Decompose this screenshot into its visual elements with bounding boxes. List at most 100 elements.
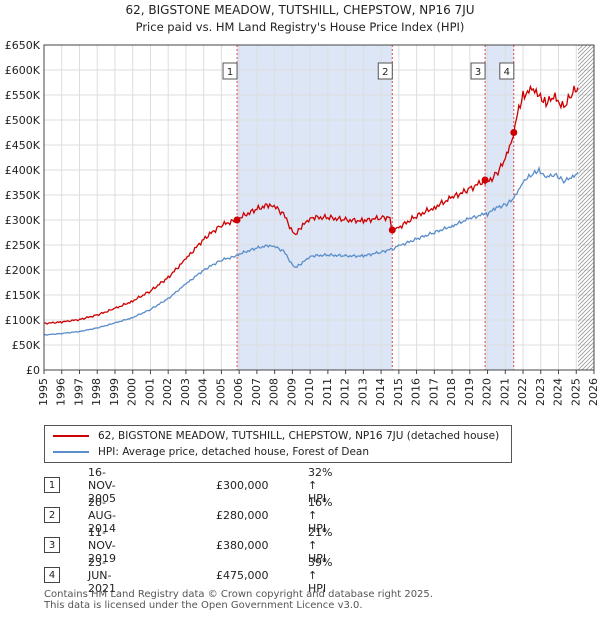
- y-tick-label: £650K: [5, 39, 41, 52]
- x-tick-label: 2004: [197, 378, 210, 406]
- y-tick-label: £400K: [5, 164, 41, 177]
- sale-label-text: 2: [382, 67, 388, 78]
- legend-swatch-hpi: [53, 451, 89, 453]
- x-tick-label: 2013: [356, 378, 369, 406]
- transaction-number: 4: [44, 567, 60, 583]
- transaction-hpi: 21% ↑ HPI: [308, 525, 333, 565]
- x-tick-label: 2015: [392, 378, 405, 406]
- transaction-row-3: 3 11-NOV-2019 £380,000 21% ↑ HPI: [0, 526, 332, 565]
- transaction-date: 23-JUN-2021: [88, 555, 116, 595]
- shaded-period-1: [237, 45, 393, 370]
- sale-label-text: 4: [504, 67, 510, 78]
- y-tick-label: £450K: [5, 139, 41, 152]
- x-tick-label: 1999: [108, 378, 121, 406]
- x-tick-label: 2006: [232, 378, 245, 406]
- y-tick-label: £200K: [5, 264, 41, 277]
- transaction-number: 2: [44, 507, 60, 523]
- y-tick-label: £600K: [5, 64, 41, 77]
- series-line-property: [43, 84, 579, 325]
- y-tick-label: £150K: [5, 289, 41, 302]
- transaction-date: 16-NOV-2005: [88, 465, 116, 505]
- x-tick-label: 2016: [410, 378, 423, 406]
- y-tick-label: £100K: [5, 314, 41, 327]
- transaction-number: 3: [44, 537, 60, 553]
- transaction-price: £280,000: [216, 508, 269, 522]
- transaction-row-4: 4 23-JUN-2021 £475,000 39% ↑ HPI: [0, 556, 332, 595]
- transaction-price: £475,000: [216, 568, 269, 582]
- x-tick-label: 2000: [126, 378, 139, 406]
- x-tick-label: 2007: [250, 378, 263, 406]
- x-tick-label: 2005: [214, 378, 227, 406]
- transaction-price: £380,000: [216, 538, 269, 552]
- legend-item-property: 62, BIGSTONE MEADOW, TUTSHILL, CHEPSTOW,…: [53, 428, 499, 444]
- transaction-hpi: 32% ↑ HPI: [308, 465, 333, 505]
- transaction-hpi: 39% ↑ HPI: [308, 555, 333, 595]
- sale-point-2: [388, 226, 396, 234]
- y-tick-label: £250K: [5, 239, 41, 252]
- plot-frame: [43, 44, 595, 371]
- x-tick-label: 2012: [339, 378, 352, 406]
- chart-title: 62, BIGSTONE MEADOW, TUTSHILL, CHEPSTOW,…: [125, 3, 475, 17]
- chart-subtitle: Price paid vs. HM Land Registry's House …: [135, 20, 465, 34]
- x-tick-label: 2009: [285, 378, 298, 406]
- legend-label-hpi: HPI: Average price, detached house, Fore…: [98, 446, 370, 458]
- x-tick-label: 1997: [72, 378, 85, 406]
- x-tick-label: 2021: [498, 378, 511, 406]
- x-tick-label: 2010: [303, 378, 316, 406]
- legend-item-hpi: HPI: Average price, detached house, Fore…: [53, 444, 369, 460]
- sale-label-box-2: 2: [377, 62, 393, 80]
- x-tick-label: 2023: [534, 378, 547, 406]
- chart-legend: 62, BIGSTONE MEADOW, TUTSHILL, CHEPSTOW,…: [44, 425, 512, 463]
- sale-label-frame: [222, 62, 238, 80]
- transaction-hpi: 16% ↑ HPI: [308, 495, 333, 535]
- x-tick-label: 2019: [463, 378, 476, 406]
- transaction-price: £300,000: [216, 478, 269, 492]
- x-tick-label: 1996: [55, 378, 68, 406]
- sale-label-text: 1: [227, 67, 233, 78]
- x-tick-label: 2014: [374, 378, 387, 406]
- y-tick-label: £350K: [5, 189, 41, 202]
- transaction-date: 20-AUG-2014: [88, 495, 117, 535]
- y-tick-label: £0: [26, 364, 40, 377]
- x-tick-label: 2008: [268, 378, 281, 406]
- sale-label-frame: [499, 62, 515, 80]
- sale-label-text: 3: [475, 67, 481, 78]
- series-line-hpi: [43, 165, 579, 336]
- x-tick-label: 2002: [161, 378, 174, 406]
- y-tick-label: £300K: [5, 214, 41, 227]
- x-tick-label: 2017: [427, 378, 440, 406]
- transaction-number: 1: [44, 477, 60, 493]
- shaded-period-2: [485, 45, 514, 370]
- x-tick-label: 2022: [516, 378, 529, 406]
- x-tick-label: 1998: [90, 378, 103, 406]
- legend-label-property: 62, BIGSTONE MEADOW, TUTSHILL, CHEPSTOW,…: [98, 430, 500, 442]
- x-tick-label: 2025: [569, 378, 582, 406]
- x-tick-label: 2024: [552, 378, 565, 406]
- sale-label-box-3: 3: [470, 62, 486, 80]
- y-tick-label: £550K: [5, 89, 41, 102]
- y-tick-label: £50K: [12, 339, 41, 352]
- price-chart: 1 2 3 4 £0 £50K £100K £150K £200K £250K £300K £350…: [5, 39, 600, 406]
- sale-point-4: [510, 129, 518, 136]
- forecast-hatch: [578, 45, 594, 370]
- legend-swatch-property: [53, 435, 89, 437]
- x-tick-label: 2020: [481, 378, 494, 406]
- sale-point-1: [233, 216, 241, 224]
- x-tick-label: 2011: [321, 378, 334, 406]
- x-tick-label: 2001: [143, 378, 156, 406]
- sale-label-box-1: 1: [222, 62, 238, 80]
- transaction-date: 11-NOV-2019: [88, 525, 116, 565]
- sale-label-frame: [470, 62, 486, 80]
- x-tick-label: 2026: [587, 378, 600, 406]
- sale-label-frame: [377, 62, 393, 80]
- x-tick-label: 2018: [445, 378, 458, 406]
- footer-license: This data is licensed under the Open Gov…: [44, 600, 363, 611]
- transaction-row-1: 1 16-NOV-2005 £300,000 32% ↑ HPI: [0, 466, 332, 505]
- x-tick-label: 1995: [37, 378, 50, 406]
- sale-point-3: [481, 176, 489, 184]
- x-tick-label: 2003: [179, 378, 192, 406]
- y-tick-label: £500K: [5, 114, 41, 127]
- transaction-row-2: 2 20-AUG-2014 £280,000 16% ↑ HPI: [0, 496, 332, 535]
- sale-label-box-4: 4: [499, 62, 515, 80]
- footer-copyright: Contains HM Land Registry data © Crown c…: [44, 589, 433, 600]
